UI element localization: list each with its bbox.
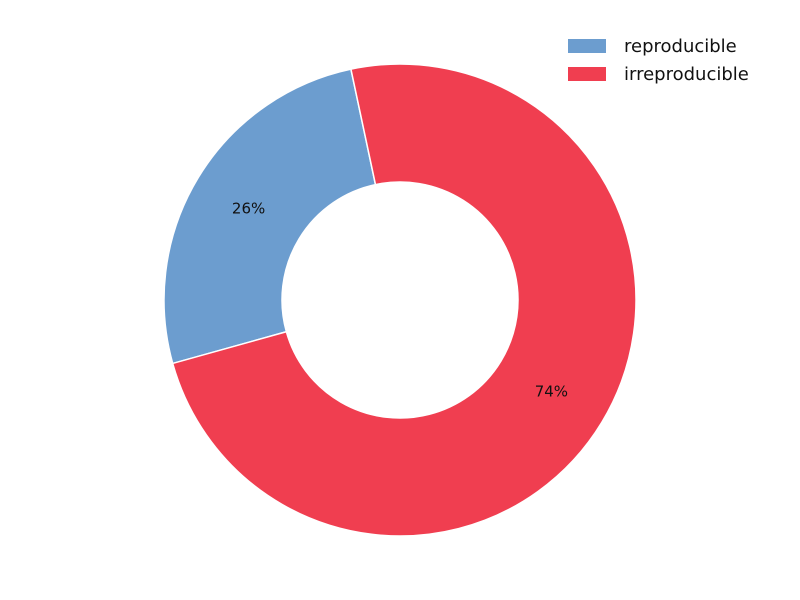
legend-label-irreproducible: irreproducible: [624, 63, 749, 85]
percent-label-irreproducible: 74%: [535, 383, 568, 401]
legend-swatch-reproducible: [568, 39, 606, 53]
slice-reproducible: [163, 68, 377, 365]
slices-group: [163, 63, 637, 537]
percent-label-reproducible: 26%: [232, 199, 265, 217]
legend: reproducible irreproducible: [568, 32, 749, 88]
slice-irreproducible: [171, 63, 637, 537]
legend-item-irreproducible: irreproducible: [568, 60, 749, 88]
legend-swatch-irreproducible: [568, 67, 606, 81]
labels-group: 26% 74%: [232, 199, 568, 400]
legend-label-reproducible: reproducible: [624, 35, 737, 57]
legend-item-reproducible: reproducible: [568, 32, 749, 60]
